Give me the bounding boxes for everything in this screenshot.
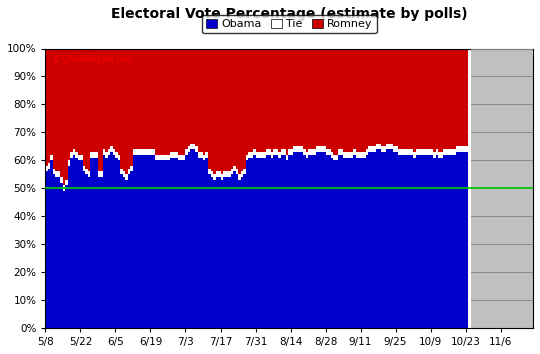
Text: © ChrisWeigant.com: © ChrisWeigant.com bbox=[53, 56, 132, 64]
Legend: Obama, Tie, Romney: Obama, Tie, Romney bbox=[202, 15, 376, 33]
Title: Electoral Vote Percentage (estimate by polls): Electoral Vote Percentage (estimate by p… bbox=[111, 7, 468, 21]
